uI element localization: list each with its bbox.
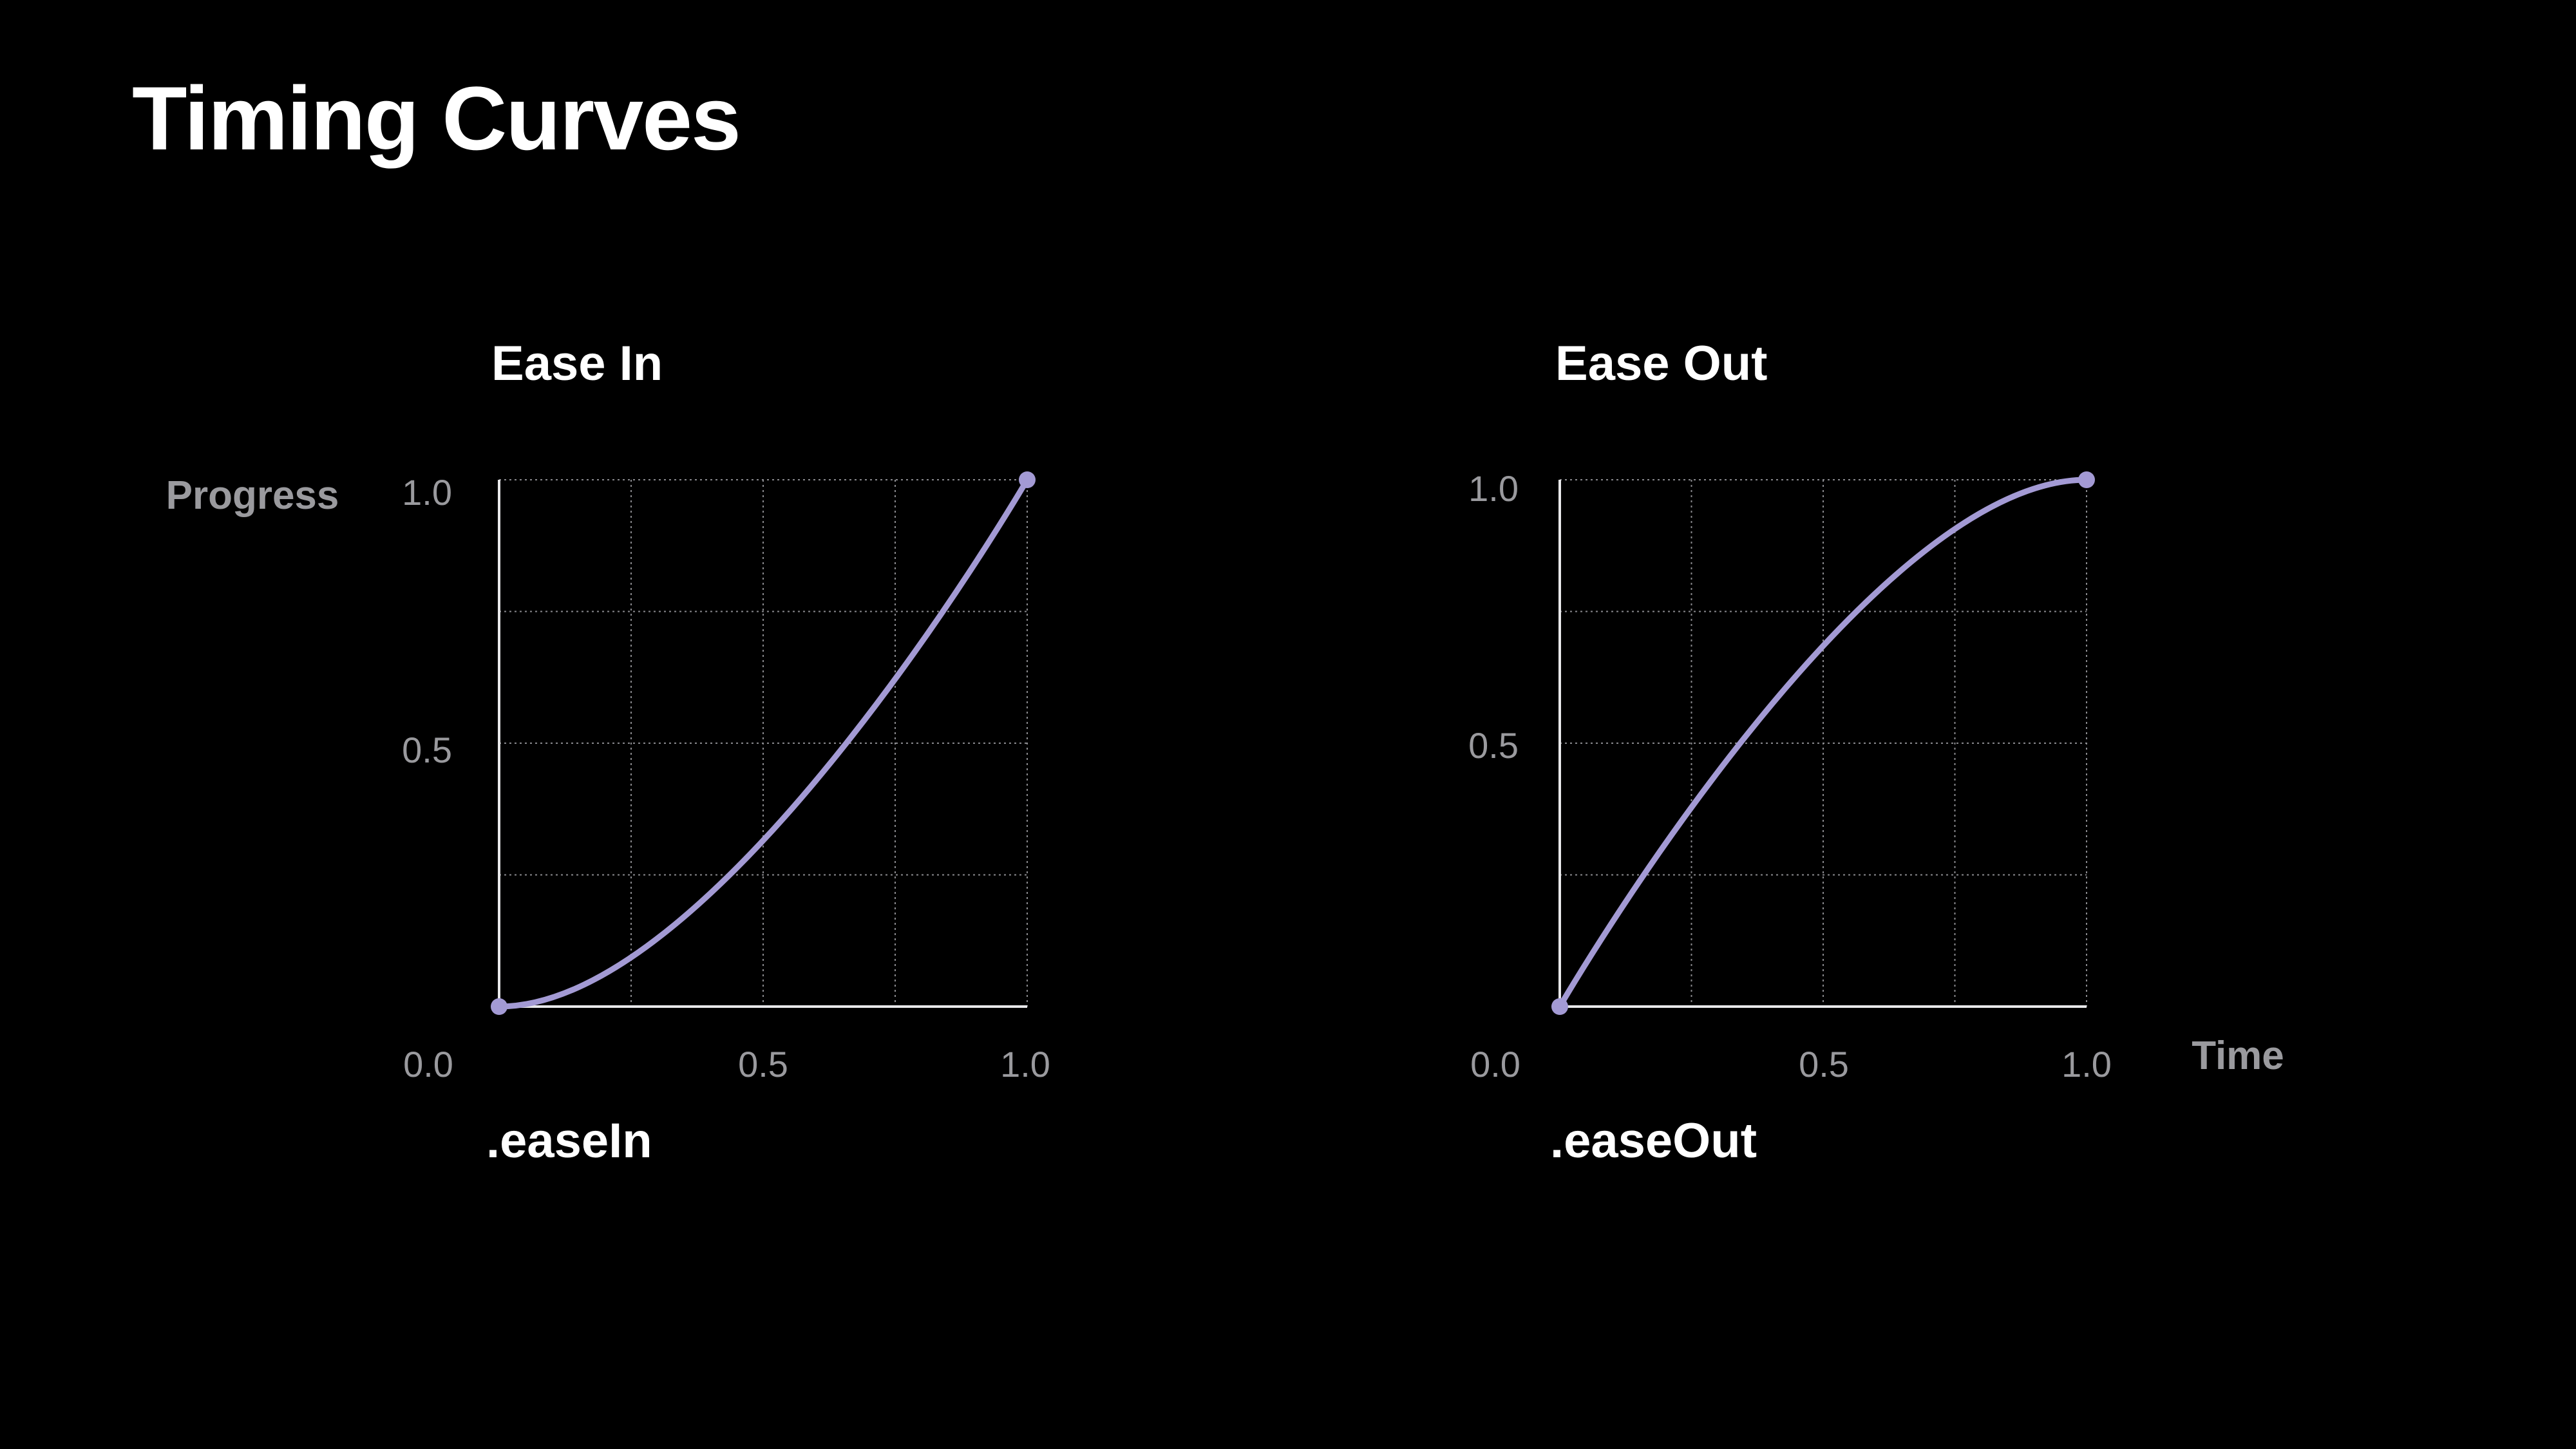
origin-tick-label: 0.0 [1470, 1044, 1520, 1084]
x-axis-label: Time [2192, 1034, 2284, 1078]
origin-tick-label: 0.0 [403, 1044, 453, 1084]
timing-curve [496, 477, 1030, 1010]
y-tick-label: 1.0 [1468, 468, 1519, 509]
chart-caption: .easeOut [1550, 1113, 1757, 1168]
ease-out-chart: Ease Out .easeOut 1.0 0.5 0.0 0.5 1.0 Time [1468, 336, 2284, 1168]
x-tick-label: 1.0 [1000, 1044, 1050, 1084]
page-title: Timing Curves [132, 68, 741, 169]
chart-caption: .easeIn [486, 1113, 652, 1168]
curve-start-point [1551, 998, 1568, 1015]
timing-curve [1557, 477, 2090, 1010]
y-tick-label: 1.0 [402, 472, 452, 513]
y-axis-label: Progress [166, 473, 339, 518]
chart-title: Ease In [491, 336, 663, 391]
curve-end-point [2078, 471, 2095, 488]
y-tick-label: 0.5 [1468, 725, 1519, 766]
curve-start-point [491, 998, 507, 1015]
ease-in-chart: Ease In .easeIn 1.0 0.5 0.0 0.5 1.0 Progress [166, 336, 1050, 1168]
x-tick-label: 1.0 [2061, 1044, 2112, 1084]
x-tick-label: 0.5 [1799, 1044, 1849, 1084]
y-tick-label: 0.5 [402, 730, 452, 770]
curve-end-point [1019, 471, 1036, 488]
chart-title: Ease Out [1555, 336, 1767, 391]
x-tick-label: 0.5 [738, 1044, 788, 1084]
